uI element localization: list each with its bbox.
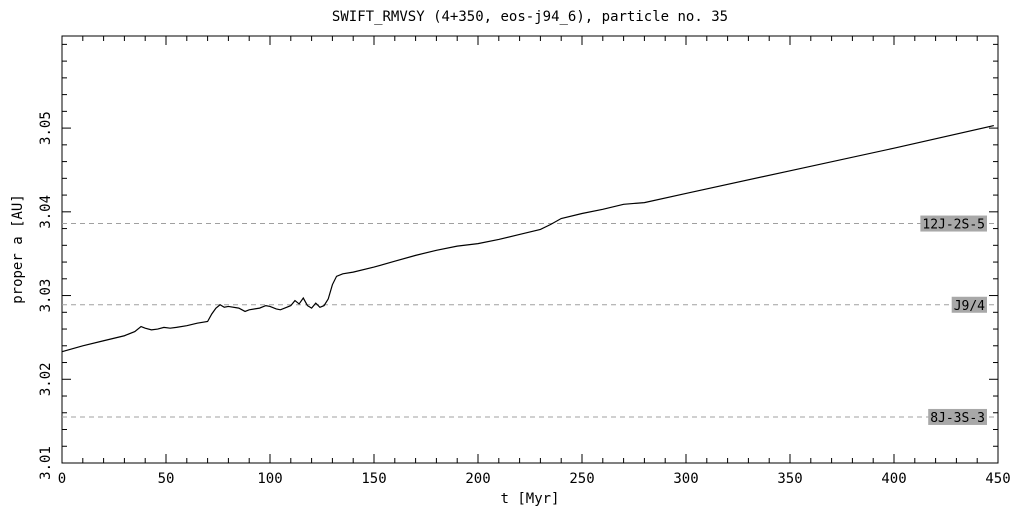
y-tick-label: 3.03 bbox=[38, 279, 54, 313]
y-tick-label: 3.04 bbox=[38, 195, 54, 229]
x-tick-label: 350 bbox=[777, 471, 802, 487]
y-axis-label: proper a [AU] bbox=[10, 194, 26, 304]
resonance-label: 8J-3S-3 bbox=[930, 411, 985, 426]
resonance-label: J9/4 bbox=[954, 299, 985, 314]
x-tick-label: 0 bbox=[58, 471, 66, 487]
resonance-label: 12J-2S-5 bbox=[922, 218, 985, 233]
y-tick-label: 3.05 bbox=[38, 111, 54, 145]
x-tick-label: 300 bbox=[673, 471, 698, 487]
x-tick-label: 250 bbox=[569, 471, 594, 487]
chart-title: SWIFT_RMVSY (4+350, eos-j94_6), particle… bbox=[332, 9, 728, 25]
resonance-lines: 12J-2S-5 J9/4 8J-3S-3 bbox=[62, 215, 998, 426]
plot-frame bbox=[61, 35, 999, 464]
x-tick-label: 200 bbox=[465, 471, 490, 487]
resonance-label-bg bbox=[920, 215, 987, 232]
series-line bbox=[61, 125, 994, 353]
resonance-label-bg bbox=[951, 296, 987, 313]
x-tick-label: 450 bbox=[985, 471, 1010, 487]
x-axis: 0 50 100 150 200 250 300 350 400 450 bbox=[58, 36, 1011, 487]
x-tick-label: 150 bbox=[361, 471, 386, 487]
y-tick-label: 3.01 bbox=[38, 446, 54, 480]
x-tick-label: 400 bbox=[881, 471, 906, 487]
x-axis-label: t [Myr] bbox=[500, 491, 559, 507]
y-tick-label: 3.02 bbox=[38, 362, 54, 396]
x-tick-label: 100 bbox=[257, 471, 282, 487]
x-tick-label: 50 bbox=[158, 471, 175, 487]
y-axis: 3.01 3.02 3.03 3.04 3.05 bbox=[38, 43, 998, 480]
plot-area bbox=[61, 35, 999, 464]
resonance-label-bg bbox=[928, 408, 987, 425]
